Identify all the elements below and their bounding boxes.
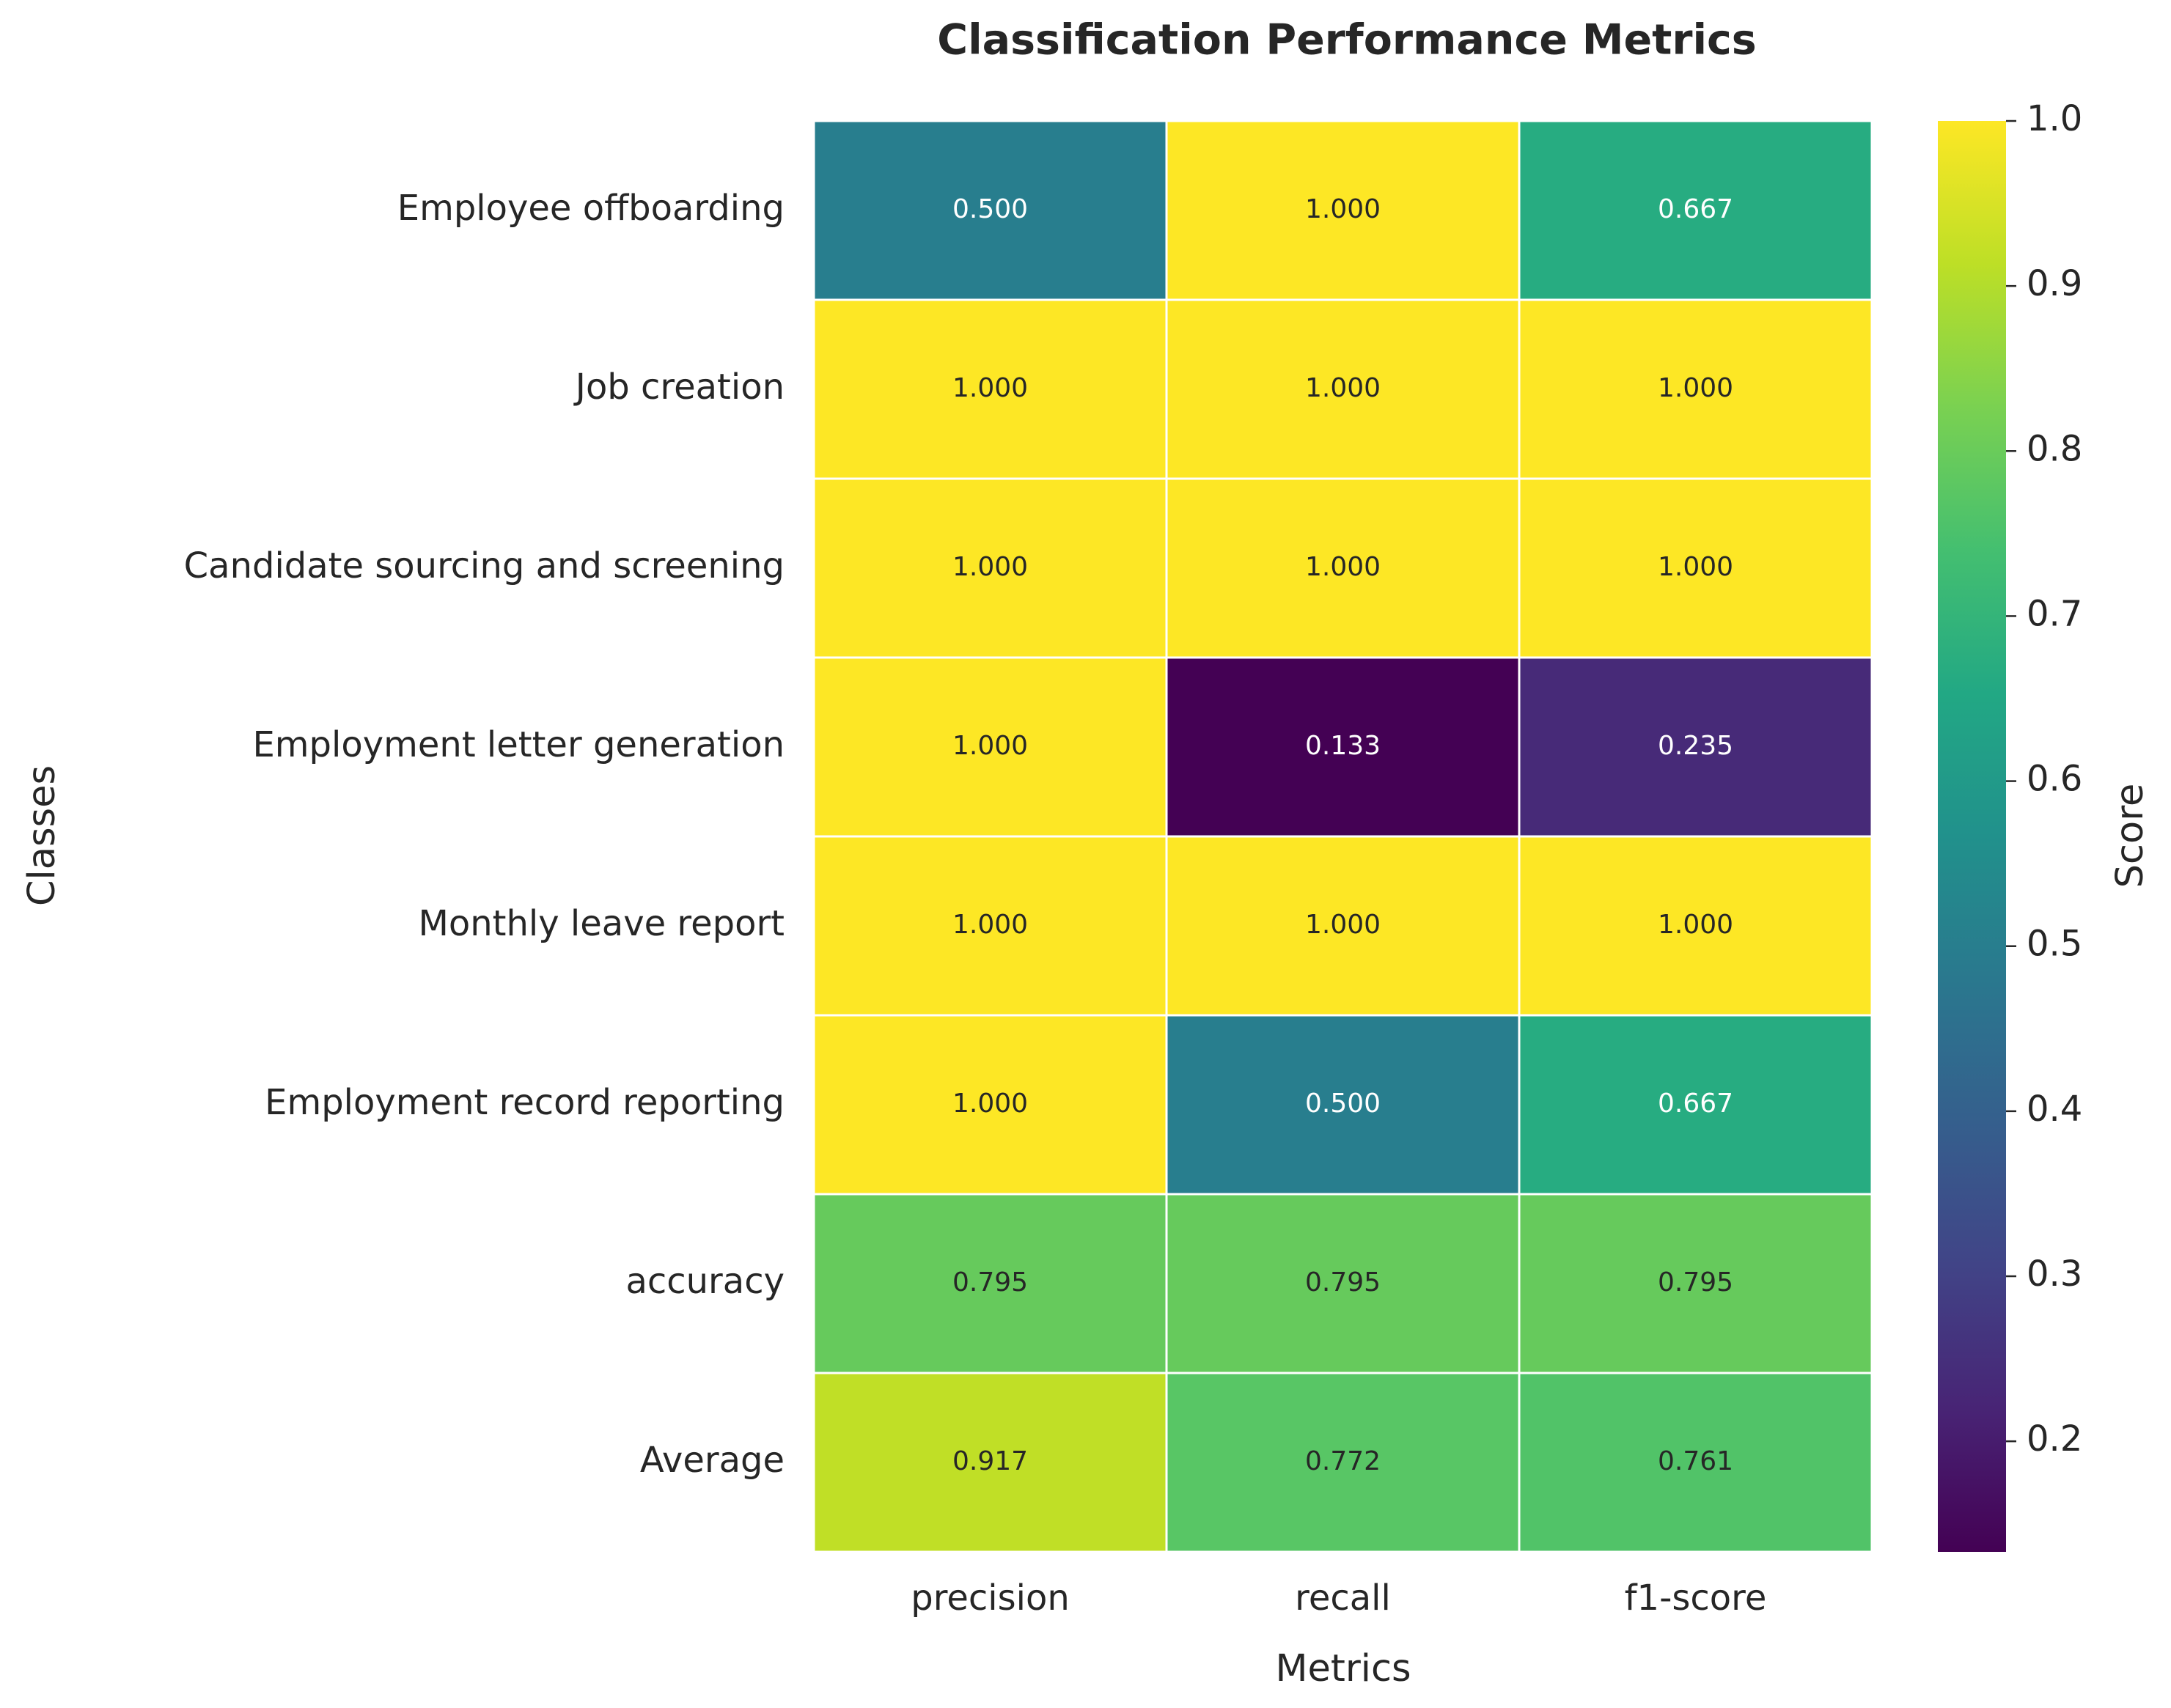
heatmap-cell: [812, 656, 1168, 838]
heatmap-cell: [1518, 656, 1873, 838]
y-tick-label: Employee offboarding: [397, 188, 785, 229]
colorbar-ticks: 0.2 0.3 0.4 0.5 0.6 0.7 0.8 0.9 1.0: [2006, 98, 2082, 1459]
heatmap-cell: [812, 298, 1168, 480]
cell-value-label: 1.000: [1658, 373, 1733, 403]
cell-value-label: 0.917: [952, 1446, 1028, 1476]
cell-value-label: 0.500: [1305, 1089, 1381, 1119]
colorbar-tick-label: 0.2: [2027, 1418, 2082, 1459]
colorbar-tick-label: 0.4: [2027, 1089, 2082, 1130]
heatmap-cell: [812, 1193, 1168, 1374]
heatmap-cell: [1165, 835, 1521, 1017]
colorbar-tick-label: 0.5: [2027, 924, 2082, 965]
cell-value-label: 0.500: [952, 194, 1028, 224]
heatmap-cell: [1518, 835, 1873, 1017]
colorbar-tick-label: 0.6: [2027, 759, 2082, 800]
cell-value-label: 1.000: [952, 1089, 1028, 1119]
cell-value-label: 0.133: [1305, 731, 1381, 761]
y-tick-label: Job creation: [573, 367, 785, 408]
cell-value-label: 1.000: [1658, 552, 1733, 582]
x-axis-title: Metrics: [1275, 1647, 1411, 1690]
cell-value-label: 1.000: [952, 552, 1028, 582]
x-tick-label: precision: [911, 1578, 1070, 1619]
cell-value-label: 0.795: [1658, 1267, 1733, 1297]
x-tick-label: f1-score: [1625, 1578, 1767, 1619]
heatmap-cell: [1518, 1372, 1873, 1553]
heatmap-cell: [812, 835, 1168, 1017]
heatmap-cell: [1165, 1014, 1521, 1196]
heatmap-cell: [1518, 298, 1873, 480]
y-tick-label: Employment record reporting: [265, 1082, 785, 1123]
colorbar: 0.2 0.3 0.4 0.5 0.6 0.7 0.8 0.9 1.0: [1938, 98, 2082, 1552]
y-tick-label: Monthly leave report: [418, 903, 785, 944]
cell-value-label: 0.795: [952, 1267, 1028, 1297]
colorbar-tick-label: 0.8: [2027, 428, 2082, 469]
heatmap-cell: [1518, 119, 1873, 301]
heatmap-cell: [1165, 298, 1521, 480]
cell-value-label: 0.667: [1658, 194, 1733, 224]
heatmap-cell: [1165, 477, 1521, 659]
colorbar-label: Score: [2109, 784, 2152, 888]
cell-value-label: 0.235: [1658, 731, 1733, 761]
y-tick-label: Average: [640, 1440, 785, 1481]
cell-value-label: 1.000: [1305, 194, 1381, 224]
y-tick-label: Candidate sourcing and screening: [184, 545, 785, 586]
cell-value-label: 1.000: [952, 373, 1028, 403]
cell-value-label: 1.000: [952, 910, 1028, 940]
y-axis-title: Classes: [21, 765, 64, 906]
y-tick-label: Employment letter generation: [252, 724, 785, 765]
x-tick-labels: precision recall f1-score: [911, 1578, 1766, 1619]
colorbar-tick-label: 0.7: [2027, 593, 2082, 634]
colorbar-tick-label: 0.3: [2027, 1254, 2082, 1295]
cell-value-label: 0.795: [1305, 1267, 1381, 1297]
heatmap-cell-labels: 0.500 1.000 0.667 1.000 1.000 1.000 1.000 1.000…: [952, 194, 1733, 1476]
heatmap-cell: [812, 1372, 1168, 1553]
colorbar-tick-label: 1.0: [2027, 98, 2082, 139]
cell-value-label: 0.761: [1658, 1446, 1733, 1476]
colorbar-tick-label: 0.9: [2027, 263, 2082, 304]
heatmap-cell: [812, 1014, 1168, 1196]
cell-value-label: 0.667: [1658, 1089, 1733, 1119]
cell-value-label: 1.000: [1305, 373, 1381, 403]
y-tick-labels: Employee offboarding Job creation Candidat…: [184, 188, 785, 1481]
heatmap-cell: [812, 119, 1168, 301]
heatmap-cells: [812, 119, 1873, 1553]
y-tick-label: accuracy: [625, 1261, 785, 1302]
cell-value-label: 0.772: [1305, 1446, 1381, 1476]
cell-value-label: 1.000: [1305, 552, 1381, 582]
cell-value-label: 1.000: [952, 731, 1028, 761]
heatmap-cell: [1165, 1372, 1521, 1553]
heatmap-cell: [1165, 1193, 1521, 1374]
cell-value-label: 1.000: [1658, 910, 1733, 940]
heatmap-cell: [1518, 1014, 1873, 1196]
cell-value-label: 1.000: [1305, 910, 1381, 940]
chart-title: Classification Performance Metrics: [937, 16, 1756, 65]
colorbar-gradient: [1938, 121, 2006, 1552]
x-tick-label: recall: [1295, 1578, 1391, 1619]
heatmap-cell: [1518, 1193, 1873, 1374]
heatmap-cell: [1165, 119, 1521, 301]
